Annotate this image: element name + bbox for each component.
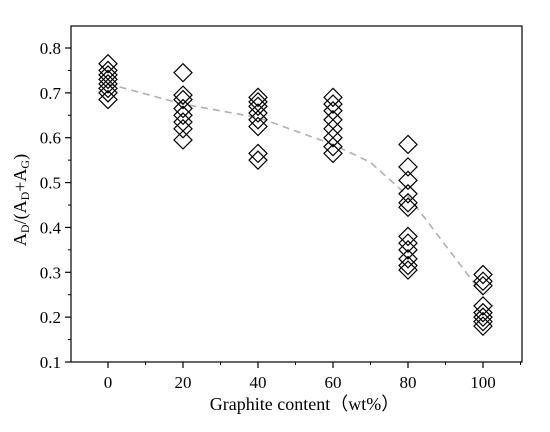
data-point bbox=[398, 197, 418, 218]
data-point bbox=[173, 62, 193, 83]
data-point bbox=[398, 183, 418, 204]
y-label-text: /(A bbox=[10, 200, 31, 224]
y-axis-label: AD/(AD+AG) bbox=[10, 154, 32, 246]
x-axis-ticks: 0 20 40 60 80 100 bbox=[104, 362, 521, 392]
data-point bbox=[473, 271, 493, 292]
data-point bbox=[98, 89, 118, 110]
x-tick-label: 80 bbox=[400, 373, 417, 392]
data-point bbox=[98, 83, 118, 103]
y-label-subscript: D bbox=[18, 224, 32, 233]
y-axis-ticks: 0.1 0.2 0.3 0.4 0.5 0.6 0.7 0.8 bbox=[40, 39, 71, 372]
data-point bbox=[173, 89, 193, 110]
y-tick-label: 0.8 bbox=[40, 39, 61, 58]
trend-line bbox=[107, 83, 484, 296]
data-point bbox=[473, 316, 493, 336]
y-tick-label: 0.7 bbox=[40, 84, 62, 103]
data-point bbox=[323, 87, 343, 108]
data-point bbox=[248, 150, 268, 170]
data-point bbox=[398, 192, 418, 213]
data-point bbox=[398, 134, 418, 155]
y-tick-label: 0.1 bbox=[40, 353, 61, 372]
data-point bbox=[173, 105, 193, 126]
data-point bbox=[398, 240, 418, 260]
data-point bbox=[248, 103, 268, 123]
data-point bbox=[323, 127, 343, 148]
data-point bbox=[398, 255, 418, 276]
x-tick-label: 60 bbox=[325, 373, 342, 392]
y-tick-label: 0.5 bbox=[40, 174, 61, 193]
y-label-subscript: G bbox=[18, 160, 32, 169]
data-point bbox=[473, 275, 493, 296]
data-point bbox=[398, 170, 418, 191]
data-point bbox=[398, 226, 418, 247]
y-tick-label: 0.3 bbox=[40, 263, 61, 282]
data-point bbox=[98, 53, 118, 74]
data-point bbox=[173, 130, 193, 150]
data-point bbox=[248, 96, 268, 117]
data-point bbox=[473, 302, 493, 323]
x-tick-label: 0 bbox=[104, 373, 113, 392]
y-tick-label: 0.4 bbox=[40, 218, 62, 237]
data-point bbox=[248, 143, 268, 164]
y-tick-label: 0.2 bbox=[40, 308, 61, 327]
data-point bbox=[398, 260, 418, 280]
x-tick-label: 20 bbox=[175, 373, 192, 392]
y-label-subscript: D bbox=[18, 191, 32, 200]
data-point bbox=[323, 143, 343, 164]
data-point bbox=[248, 116, 268, 137]
data-point bbox=[473, 264, 493, 285]
data-point bbox=[473, 307, 493, 327]
data-point bbox=[398, 157, 418, 177]
data-point bbox=[473, 296, 493, 316]
data-point bbox=[248, 109, 268, 130]
data-point bbox=[323, 136, 343, 157]
data-point bbox=[173, 85, 193, 105]
data-points-layer bbox=[98, 53, 493, 336]
plot-frame bbox=[70, 25, 523, 363]
y-label-text: A bbox=[10, 233, 30, 246]
data-point bbox=[473, 311, 493, 332]
data-point bbox=[323, 94, 343, 114]
trend-line-layer bbox=[107, 83, 484, 296]
x-tick-label: 40 bbox=[250, 373, 267, 392]
x-axis-label: Graphite content（wt%） bbox=[210, 394, 399, 414]
y-tick-label: 0.6 bbox=[40, 129, 61, 148]
data-point bbox=[173, 118, 193, 139]
data-point bbox=[98, 78, 118, 99]
data-point bbox=[98, 69, 118, 90]
data-point bbox=[98, 74, 118, 94]
y-label-text: ) bbox=[10, 154, 31, 160]
x-tick-label: 100 bbox=[470, 373, 496, 392]
data-point bbox=[398, 248, 418, 269]
data-point bbox=[398, 233, 418, 253]
y-label-text: +A bbox=[10, 169, 30, 192]
data-point bbox=[173, 98, 193, 119]
data-point bbox=[248, 87, 268, 108]
